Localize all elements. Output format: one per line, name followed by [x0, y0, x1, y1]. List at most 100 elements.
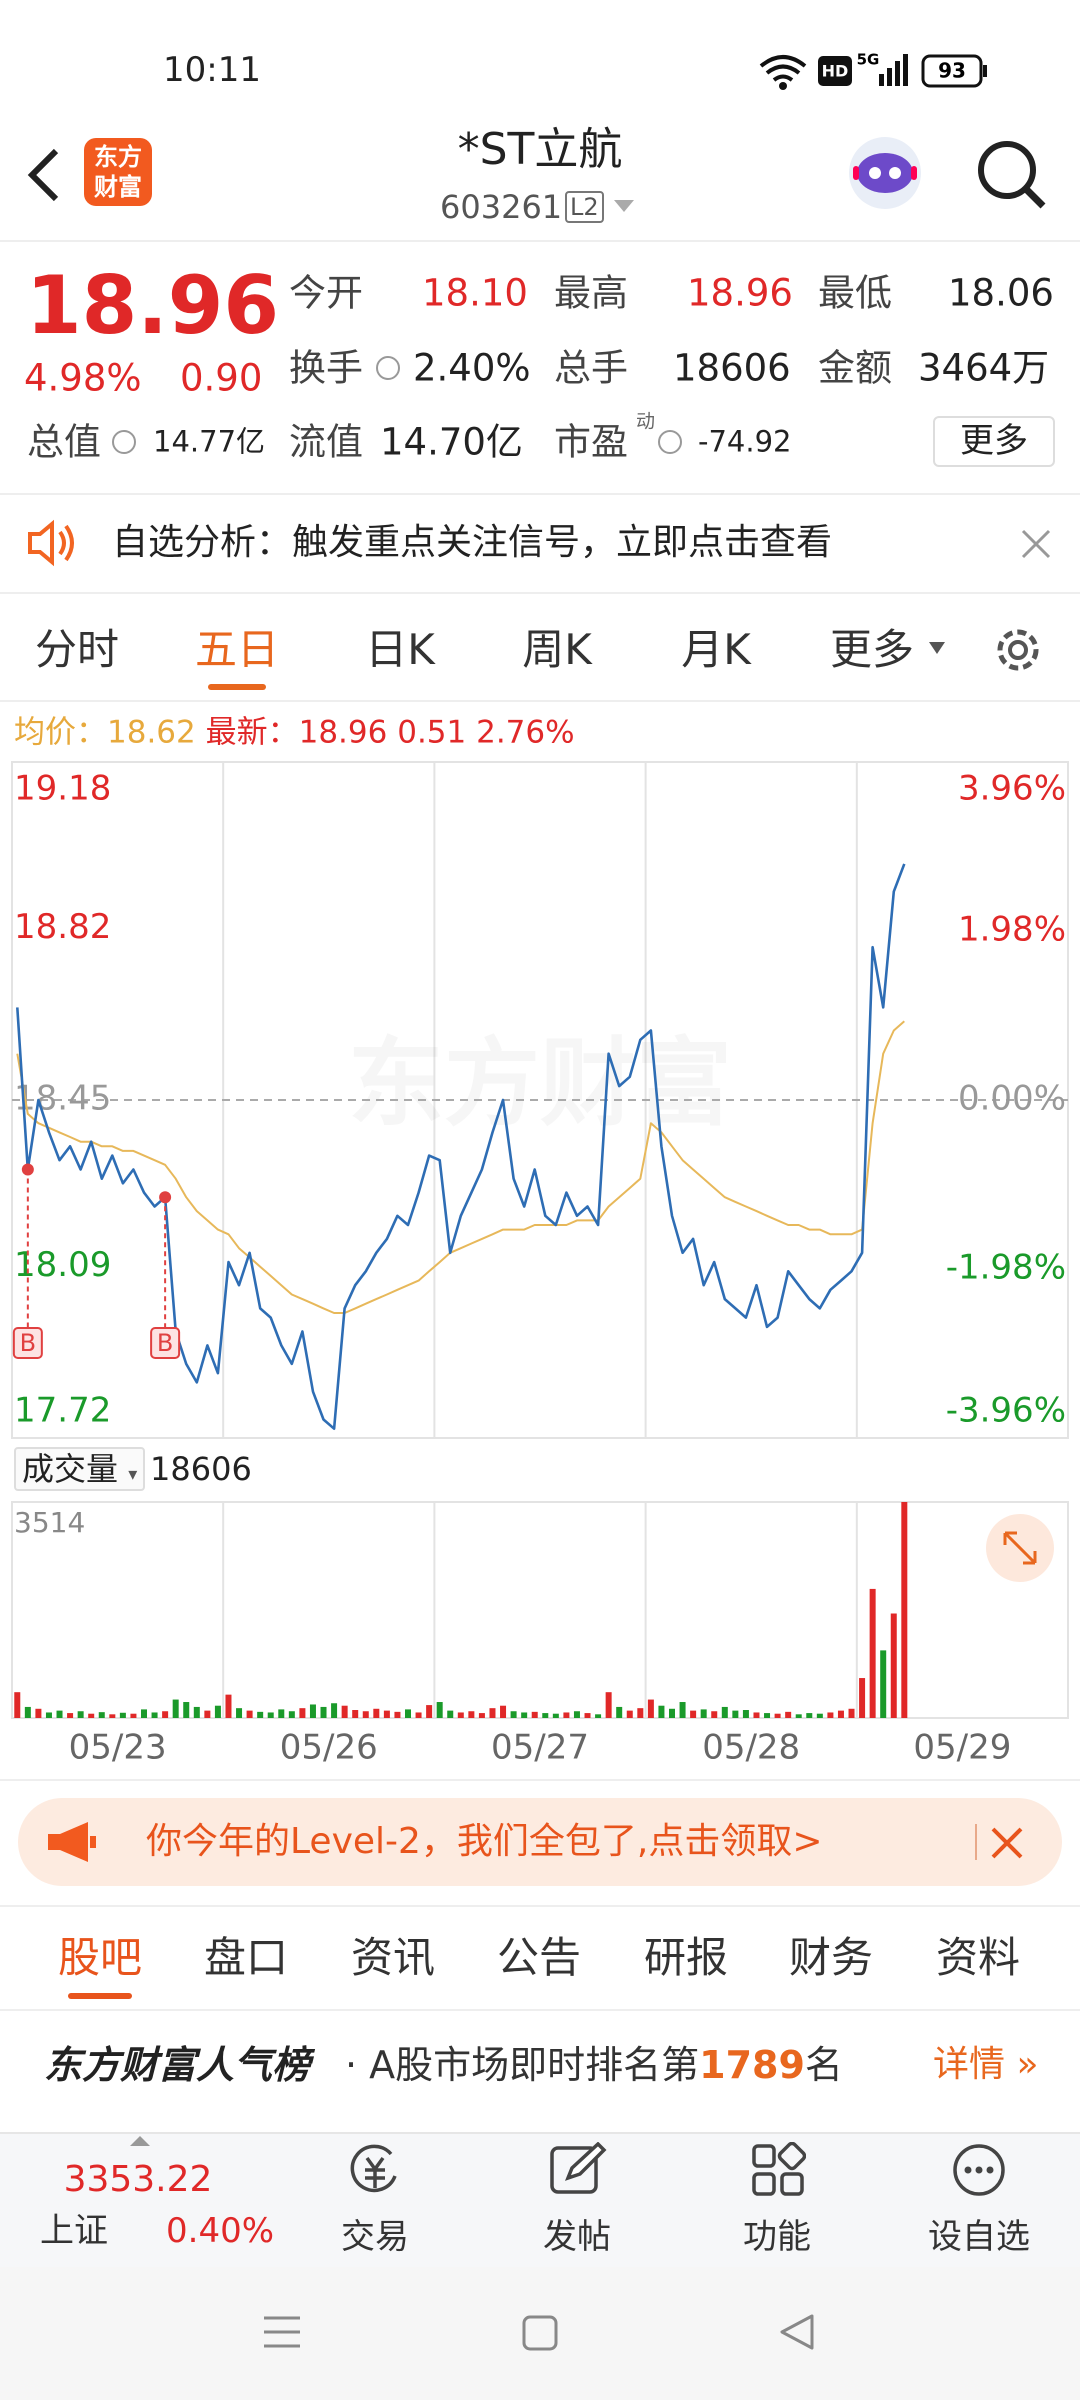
hd-icon: HD — [822, 62, 849, 81]
volume-bar — [162, 1711, 169, 1718]
volume-bar — [204, 1710, 211, 1718]
dropdown[interactable] — [612, 198, 636, 214]
latest-value: 18.96 — [298, 714, 388, 751]
field-label: 最高 — [554, 271, 628, 315]
period-tab[interactable]: 月K — [681, 625, 751, 674]
close-promo[interactable] — [990, 1826, 1024, 1860]
volume-bar — [436, 1702, 443, 1718]
signal-dot — [159, 1191, 172, 1204]
volume-bar — [193, 1706, 200, 1718]
robot-avatar[interactable] — [845, 133, 925, 213]
volume-bar — [658, 1705, 665, 1718]
close-notice[interactable] — [1020, 528, 1052, 560]
volume-bar — [785, 1711, 792, 1718]
change-pct: 4.98% — [24, 356, 142, 400]
info-tab[interactable]: 资讯 — [350, 1933, 436, 1982]
volume-bar — [119, 1712, 126, 1718]
settings-icon[interactable] — [990, 622, 1046, 678]
volume-bar — [521, 1712, 528, 1718]
volume-bar — [426, 1705, 433, 1718]
field-value: 18.06 — [948, 271, 1054, 315]
volume-bar — [584, 1713, 591, 1718]
volume-bar — [130, 1713, 137, 1718]
signal-label: B — [20, 1329, 36, 1357]
info-tab[interactable]: 盘口 — [203, 1933, 289, 1982]
index-value[interactable]: 3353.22 — [63, 2159, 213, 2200]
volume-bar — [288, 1711, 295, 1718]
notice-bar[interactable] — [0, 493, 1080, 594]
info-tab[interactable]: 财务 — [788, 1933, 874, 1982]
period-tab[interactable]: 分时 — [34, 625, 120, 674]
nav-item[interactable]: 设自选 — [928, 2217, 1030, 2257]
megaphone-icon — [48, 1822, 96, 1862]
speaker-icon — [28, 519, 74, 567]
volume-bar — [373, 1708, 380, 1718]
price-line — [16, 863, 906, 1430]
volume-bar — [98, 1712, 105, 1718]
volume-bar — [616, 1706, 623, 1718]
field-value: -74.92 — [698, 424, 792, 459]
volume-bar — [795, 1714, 802, 1718]
app-logo[interactable]: 东方 财富 — [84, 138, 152, 206]
volume-bar — [489, 1708, 496, 1718]
index-pct: 0.40% — [166, 2211, 275, 2251]
info-icon[interactable] — [112, 430, 136, 454]
volume-bar — [67, 1713, 74, 1718]
volume-bar — [478, 1713, 485, 1718]
menu-key[interactable] — [262, 2314, 302, 2350]
field-label: 市盈 — [554, 420, 628, 464]
field-label: 金额 — [818, 346, 892, 390]
volume-selector[interactable]: 成交量 ▾ — [14, 1447, 146, 1491]
info-tab[interactable]: 研报 — [643, 1933, 729, 1982]
bottom-bar — [0, 2132, 1080, 2267]
period-tab[interactable]: 日K — [365, 625, 435, 674]
y2-tick-label: 1.98% — [958, 910, 1066, 950]
volume-bar — [88, 1713, 95, 1718]
volume-bar — [679, 1702, 686, 1718]
more-button[interactable]: 更多 — [933, 416, 1055, 467]
volume-bar — [700, 1709, 707, 1718]
divider — [0, 1905, 1080, 1907]
y-tick-label: 17.72 — [14, 1391, 111, 1431]
info-icon[interactable] — [658, 430, 682, 454]
period-tab-active[interactable]: 五日 — [194, 625, 280, 674]
volume-bar — [563, 1712, 570, 1718]
x-tick-label: 05/26 — [280, 1728, 378, 1768]
field-sup: 动 — [636, 410, 656, 433]
rank-number: 1789 — [699, 2043, 805, 2087]
signal-dot — [21, 1163, 34, 1176]
volume-bar — [56, 1710, 63, 1718]
volume-bar — [510, 1711, 517, 1718]
x-tick-label: 05/28 — [702, 1728, 800, 1768]
nav-item[interactable]: 交易 — [341, 2217, 409, 2257]
info-tab-active[interactable]: 股吧 — [57, 1933, 143, 1982]
volume-bar — [859, 1678, 866, 1718]
rank-link[interactable]: 详情 » — [933, 2044, 1039, 2085]
home-key[interactable] — [521, 2314, 559, 2352]
search-button[interactable] — [975, 138, 1050, 213]
volume-bar — [457, 1712, 464, 1718]
volume-bar — [711, 1711, 718, 1718]
level-badge: L2 — [565, 191, 604, 223]
signal-label: B — [157, 1329, 173, 1357]
promo-banner[interactable] — [18, 1798, 1062, 1886]
volume-bar — [299, 1708, 306, 1718]
info-tab[interactable]: 公告 — [496, 1933, 582, 1982]
period-tab[interactable]: 周K — [522, 625, 592, 674]
nav-item[interactable]: 发帖 — [543, 2217, 611, 2257]
rank-text[interactable]: · A股市场即时排名第1789名 — [345, 2046, 843, 2084]
nav-item[interactable]: 功能 — [743, 2217, 811, 2257]
back-button[interactable] — [20, 145, 70, 205]
signal-box — [150, 1327, 181, 1359]
y-tick-label: 19.18 — [14, 769, 111, 809]
volume-bar — [542, 1713, 549, 1718]
back-key[interactable] — [778, 2312, 816, 2352]
volume-tick-label: 3514 — [14, 1506, 85, 1539]
period-tab[interactable]: 更多 — [829, 625, 915, 674]
field-value: 3464万 — [918, 346, 1050, 390]
info-icon[interactable] — [376, 356, 400, 380]
info-tab[interactable]: 资料 — [935, 1933, 1021, 1982]
volume-bar — [394, 1711, 401, 1718]
x-tick-label: 05/29 — [913, 1728, 1011, 1768]
index-arrow — [130, 2136, 150, 2146]
